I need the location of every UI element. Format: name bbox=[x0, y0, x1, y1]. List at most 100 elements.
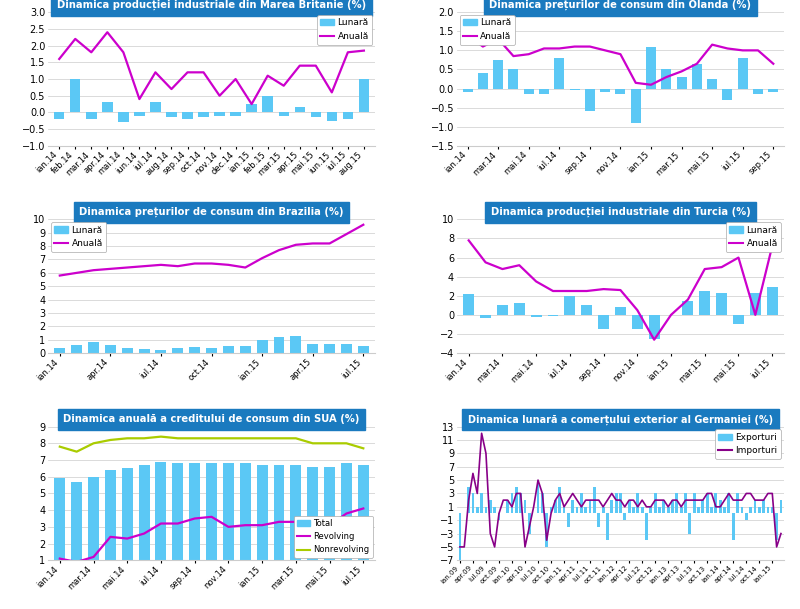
Bar bbox=[71, 345, 82, 353]
Bar bbox=[262, 96, 273, 113]
Bar bbox=[54, 113, 65, 119]
Bar bbox=[580, 493, 583, 513]
Bar bbox=[246, 104, 257, 113]
Bar bbox=[324, 466, 335, 577]
Bar bbox=[509, 69, 518, 88]
Bar bbox=[710, 507, 713, 513]
Bar bbox=[310, 113, 321, 118]
Bar bbox=[750, 293, 761, 315]
Bar bbox=[675, 493, 678, 513]
Bar bbox=[662, 500, 666, 513]
Bar bbox=[122, 348, 133, 353]
Bar bbox=[70, 79, 81, 113]
Bar bbox=[294, 107, 305, 113]
Bar bbox=[476, 507, 478, 513]
Bar bbox=[307, 466, 318, 577]
Bar bbox=[598, 315, 609, 329]
Bar bbox=[523, 500, 526, 513]
Bar bbox=[614, 493, 618, 513]
Bar bbox=[150, 102, 161, 113]
Bar bbox=[471, 493, 474, 513]
Bar bbox=[214, 113, 225, 116]
Bar bbox=[554, 58, 564, 88]
Bar bbox=[749, 507, 752, 513]
Bar bbox=[489, 500, 492, 513]
Bar bbox=[274, 337, 285, 353]
Bar bbox=[567, 513, 570, 527]
Bar bbox=[736, 493, 739, 513]
Bar bbox=[206, 348, 217, 353]
Bar bbox=[172, 463, 183, 577]
Bar bbox=[172, 348, 183, 353]
Bar bbox=[630, 88, 641, 123]
Bar bbox=[697, 507, 700, 513]
Bar bbox=[480, 315, 491, 318]
Bar bbox=[134, 113, 145, 116]
Bar bbox=[576, 507, 578, 513]
Bar bbox=[485, 507, 487, 513]
Bar bbox=[593, 487, 596, 513]
Bar bbox=[537, 480, 539, 513]
Bar bbox=[615, 307, 626, 315]
Bar bbox=[733, 315, 744, 325]
Bar bbox=[719, 500, 722, 513]
Bar bbox=[547, 315, 558, 316]
Legend: Lunară, Anuală: Lunară, Anuală bbox=[726, 222, 782, 252]
Bar bbox=[462, 88, 473, 93]
Bar bbox=[571, 500, 574, 513]
Bar bbox=[494, 507, 496, 513]
Bar bbox=[727, 493, 730, 513]
Bar bbox=[589, 500, 591, 513]
Bar bbox=[198, 113, 209, 118]
Bar bbox=[754, 500, 756, 513]
Bar bbox=[645, 513, 648, 540]
Bar bbox=[155, 462, 166, 577]
Bar bbox=[628, 500, 630, 513]
Bar bbox=[118, 113, 129, 122]
Bar bbox=[666, 507, 670, 513]
Bar bbox=[702, 500, 704, 513]
Bar bbox=[732, 513, 734, 540]
Bar bbox=[493, 60, 503, 88]
Bar bbox=[606, 513, 609, 540]
Bar bbox=[570, 88, 579, 91]
Bar bbox=[550, 507, 553, 513]
Bar bbox=[510, 493, 514, 513]
Bar bbox=[342, 113, 353, 119]
Bar bbox=[290, 336, 302, 353]
Bar bbox=[632, 507, 635, 513]
Bar bbox=[54, 479, 66, 577]
Bar bbox=[463, 294, 474, 315]
Bar bbox=[71, 482, 82, 577]
Bar bbox=[689, 513, 691, 533]
Bar bbox=[358, 79, 369, 113]
Bar bbox=[682, 301, 694, 315]
Bar bbox=[539, 88, 549, 94]
Bar bbox=[88, 342, 99, 353]
Bar bbox=[684, 493, 687, 513]
Bar bbox=[190, 347, 200, 353]
Bar bbox=[598, 513, 600, 527]
Bar bbox=[122, 468, 133, 577]
Bar bbox=[480, 493, 483, 513]
Bar bbox=[524, 88, 534, 94]
Bar bbox=[636, 493, 639, 513]
Bar bbox=[768, 88, 778, 93]
Legend: Lunară, Anuală: Lunară, Anuală bbox=[459, 15, 515, 44]
Title: Dinamica prețurilor de consum din Olanda (%): Dinamica prețurilor de consum din Olanda… bbox=[490, 0, 751, 10]
Bar bbox=[610, 500, 613, 513]
Bar bbox=[88, 477, 99, 577]
Bar bbox=[498, 513, 500, 520]
Bar bbox=[585, 88, 595, 111]
Bar bbox=[206, 463, 217, 577]
Bar bbox=[646, 46, 656, 88]
Bar bbox=[716, 293, 727, 315]
Bar bbox=[278, 113, 289, 116]
Bar bbox=[326, 113, 337, 121]
Bar bbox=[546, 513, 548, 547]
Bar bbox=[138, 349, 150, 353]
Bar bbox=[722, 88, 733, 100]
Bar bbox=[692, 64, 702, 88]
Bar bbox=[324, 343, 335, 353]
Bar bbox=[658, 507, 661, 513]
